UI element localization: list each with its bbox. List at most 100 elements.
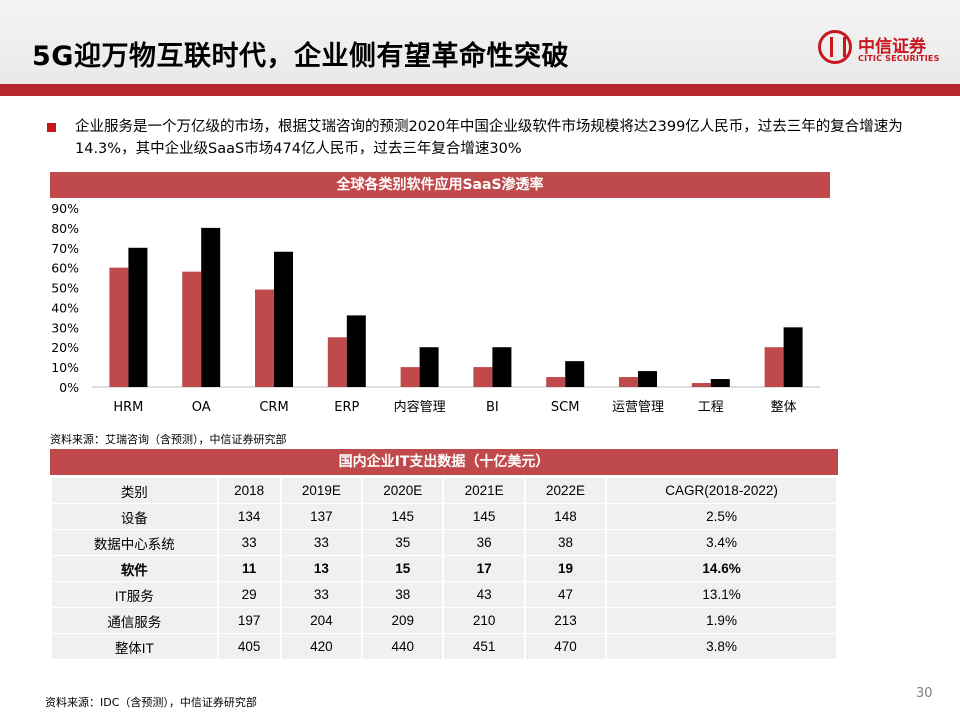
header-rule [0,84,960,96]
table-title: 国内企业IT支出数据（十亿美元） [50,449,838,475]
y-tick-label: 30% [51,320,79,335]
table-header-cell: 2019E [281,478,362,503]
bar [691,383,711,387]
bar [546,377,566,387]
x-tick-label: 工程 [698,400,724,415]
table-cell: 设备 [52,504,217,529]
x-tick-label: OA [192,400,211,415]
table-cell: 2.5% [607,504,836,529]
bar [492,347,512,387]
table-cell: 47 [525,582,606,607]
table-cell: 通信服务 [52,608,217,633]
table-cell: 470 [525,634,606,659]
table-cell: 43 [444,582,524,607]
table-source: 资料来源：IDC（含预测），中信证券研究部 [45,696,257,709]
table-cell: 134 [218,504,280,529]
table-cell: 35 [363,530,443,555]
table-cell: 420 [281,634,362,659]
table-cell: 451 [444,634,524,659]
logo-en-text: CITIC SECURITIES [858,54,940,63]
table-cell: 36 [444,530,524,555]
bar [400,367,420,387]
table-header-cell: 类别 [52,478,217,503]
table-cell: 209 [363,608,443,633]
table-header-cell: 2021E [444,478,524,503]
table-cell: 13 [281,556,362,581]
bar [565,361,585,387]
it-spending-table: 类别 2018 2019E 2020E 2021E 2022E CAGR(2018-2022… [50,477,838,660]
table-cell: 145 [444,504,524,529]
table-cell: 210 [444,608,524,633]
bar [109,267,129,387]
bar [274,251,293,387]
table-row: 数据中心系统 33 33 35 36 38 3.4% [52,530,836,555]
y-tick-label: 60% [51,261,79,276]
company-logo: 中信证券 CITIC SECURITIES [818,30,948,70]
x-tick-label: 内容管理 [394,399,446,415]
table-cell: 440 [363,634,443,659]
table-cell: 29 [218,582,280,607]
table-header-cell: 2018 [218,478,280,503]
table-cell: 15 [363,556,443,581]
bar [128,247,148,387]
x-tick-label: BI [486,400,499,415]
table-row: 整体IT 405 420 440 451 470 3.8% [52,634,836,659]
table-cell: 19 [525,556,606,581]
y-tick-label: 0% [59,380,79,395]
y-tick-label: 10% [51,360,79,375]
bar [473,367,493,387]
y-tick-label: 80% [51,221,79,236]
chart-source: 资料来源：艾瑞咨询（含预测），中信证券研究部 [50,433,287,446]
page-number: 30 [916,686,933,701]
table-cell: 38 [363,582,443,607]
table-cell: 3.4% [607,530,836,555]
x-tick-label: SCM [551,400,580,415]
table-cell: 11 [218,556,280,581]
table-cell: 整体IT [52,634,217,659]
bar [710,379,730,387]
table-header-row: 类别 2018 2019E 2020E 2021E 2022E CAGR(2018-2022… [52,478,836,503]
table-header-cell: 2020E [363,478,443,503]
table-cell: 145 [363,504,443,529]
table-cell: 38 [525,530,606,555]
logo-cn-text: 中信证券 [858,37,926,57]
bar-chart: 0% 10% 20% 30% 40% 50% 60% 70% 80% 90% HRM OA CRM ERP… [51,201,820,415]
table-header-cell: CAGR(2018-2022) [607,478,836,503]
x-tick-label: HRM [113,400,143,415]
x-tick-label: ERP [334,400,359,415]
bar [764,347,784,387]
table-cell: 数据中心系统 [52,530,217,555]
table-cell: IT服务 [52,582,217,607]
bullet-square-icon [47,123,56,132]
bar [201,227,221,387]
table-cell: 13.1% [607,582,836,607]
header-band [0,0,960,84]
table-cell: 33 [218,530,280,555]
table-cell: 17 [444,556,524,581]
bar [638,371,657,387]
table-row: 软件 11 13 15 17 19 14.6% [52,556,836,581]
bar [255,289,274,387]
bar [327,337,347,387]
table-cell: 1.9% [607,608,836,633]
y-tick-label: 20% [51,340,79,355]
table-row: 通信服务 197 204 209 210 213 1.9% [52,608,836,633]
table-cell: 204 [281,608,362,633]
table-cell: 33 [281,530,362,555]
table-header-cell: 2022E [525,478,606,503]
y-tick-label: 40% [51,300,79,315]
table-cell: 148 [525,504,606,529]
table-cell: 33 [281,582,362,607]
x-tick-label: 运营管理 [612,400,664,415]
table-cell: 137 [281,504,362,529]
chart-title: 全球各类别软件应用SaaS渗透率 [50,172,830,198]
table-cell: 197 [218,608,280,633]
table-cell: 14.6% [607,556,836,581]
bar [783,327,803,387]
table-cell: 3.8% [607,634,836,659]
bar [619,377,638,387]
table-row: IT服务 29 33 38 43 47 13.1% [52,582,836,607]
bar [419,347,439,387]
y-tick-label: 70% [51,241,79,256]
x-tick-label: CRM [259,400,288,415]
